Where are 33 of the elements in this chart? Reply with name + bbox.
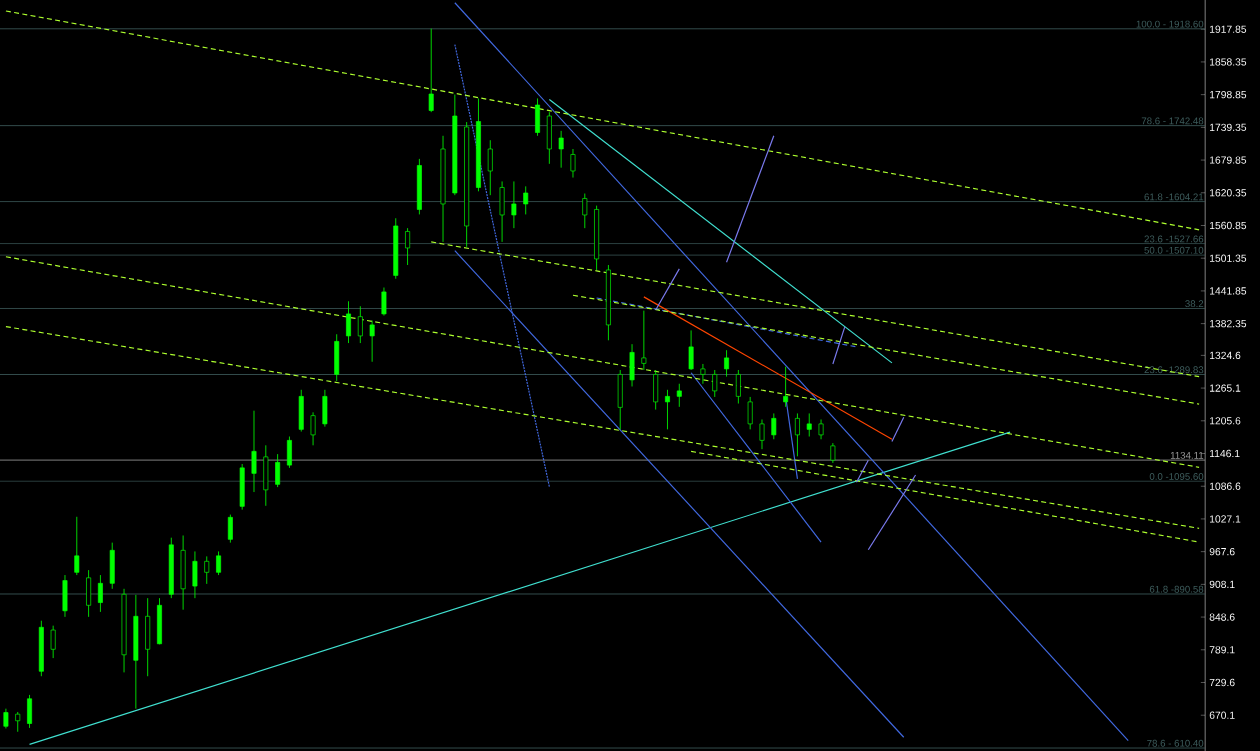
y-tick-label: 1739.35: [1210, 123, 1247, 132]
annotation: 78.6 - 1742.48: [1141, 117, 1204, 125]
annotation: 38.2: [1185, 300, 1204, 308]
ref-line-label: 1134.11: [1170, 451, 1204, 459]
annotation: 23.6 -1527.66: [1144, 235, 1204, 243]
y-tick-label: 1620.35: [1210, 189, 1247, 197]
annotation: 23.6 -1289.83: [1144, 366, 1204, 374]
y-tick-label: 1679.85: [1210, 156, 1247, 164]
y-tick-label: 1560.85: [1210, 221, 1247, 230]
y-tick-label: 908.1: [1209, 580, 1235, 589]
annotation: 78.6 - 610.40: [1147, 739, 1204, 747]
y-tick-label: 1086.6: [1210, 482, 1241, 490]
y-tick-label: 1324.6: [1210, 351, 1241, 360]
y-tick-label: 1265.1: [1210, 384, 1241, 392]
annotation: 61.8 -1604.21: [1144, 193, 1204, 201]
y-tick-label: 789.1: [1209, 646, 1235, 654]
annotation: 61.8 -890.58: [1149, 585, 1204, 593]
y-tick-label: 1798.85: [1210, 90, 1247, 99]
y-tick-label: 848.6: [1209, 613, 1235, 621]
y-tick-label: 967.6: [1209, 547, 1235, 556]
y-tick-label: 1858.35: [1210, 58, 1247, 66]
y-tick-label: 1382.35: [1210, 319, 1247, 328]
y-tick-label: 1146.1: [1210, 449, 1240, 458]
annotation: 50.0 -1507.10: [1144, 246, 1204, 254]
annotation: 100.0 - 1918.60: [1136, 20, 1204, 28]
y-tick-label: 729.6: [1209, 678, 1235, 687]
y-tick-label: 670.1: [1209, 711, 1235, 719]
y-tick-label: 1917.85: [1210, 25, 1247, 33]
y-tick-label: 1441.85: [1210, 287, 1247, 295]
annotation: 0.0 -1095.60: [1149, 473, 1204, 480]
y-tick-label: 1501.35: [1210, 254, 1247, 262]
y-tick-label: 1205.6: [1210, 417, 1241, 425]
y-tick-label: 1027.1: [1210, 515, 1241, 523]
